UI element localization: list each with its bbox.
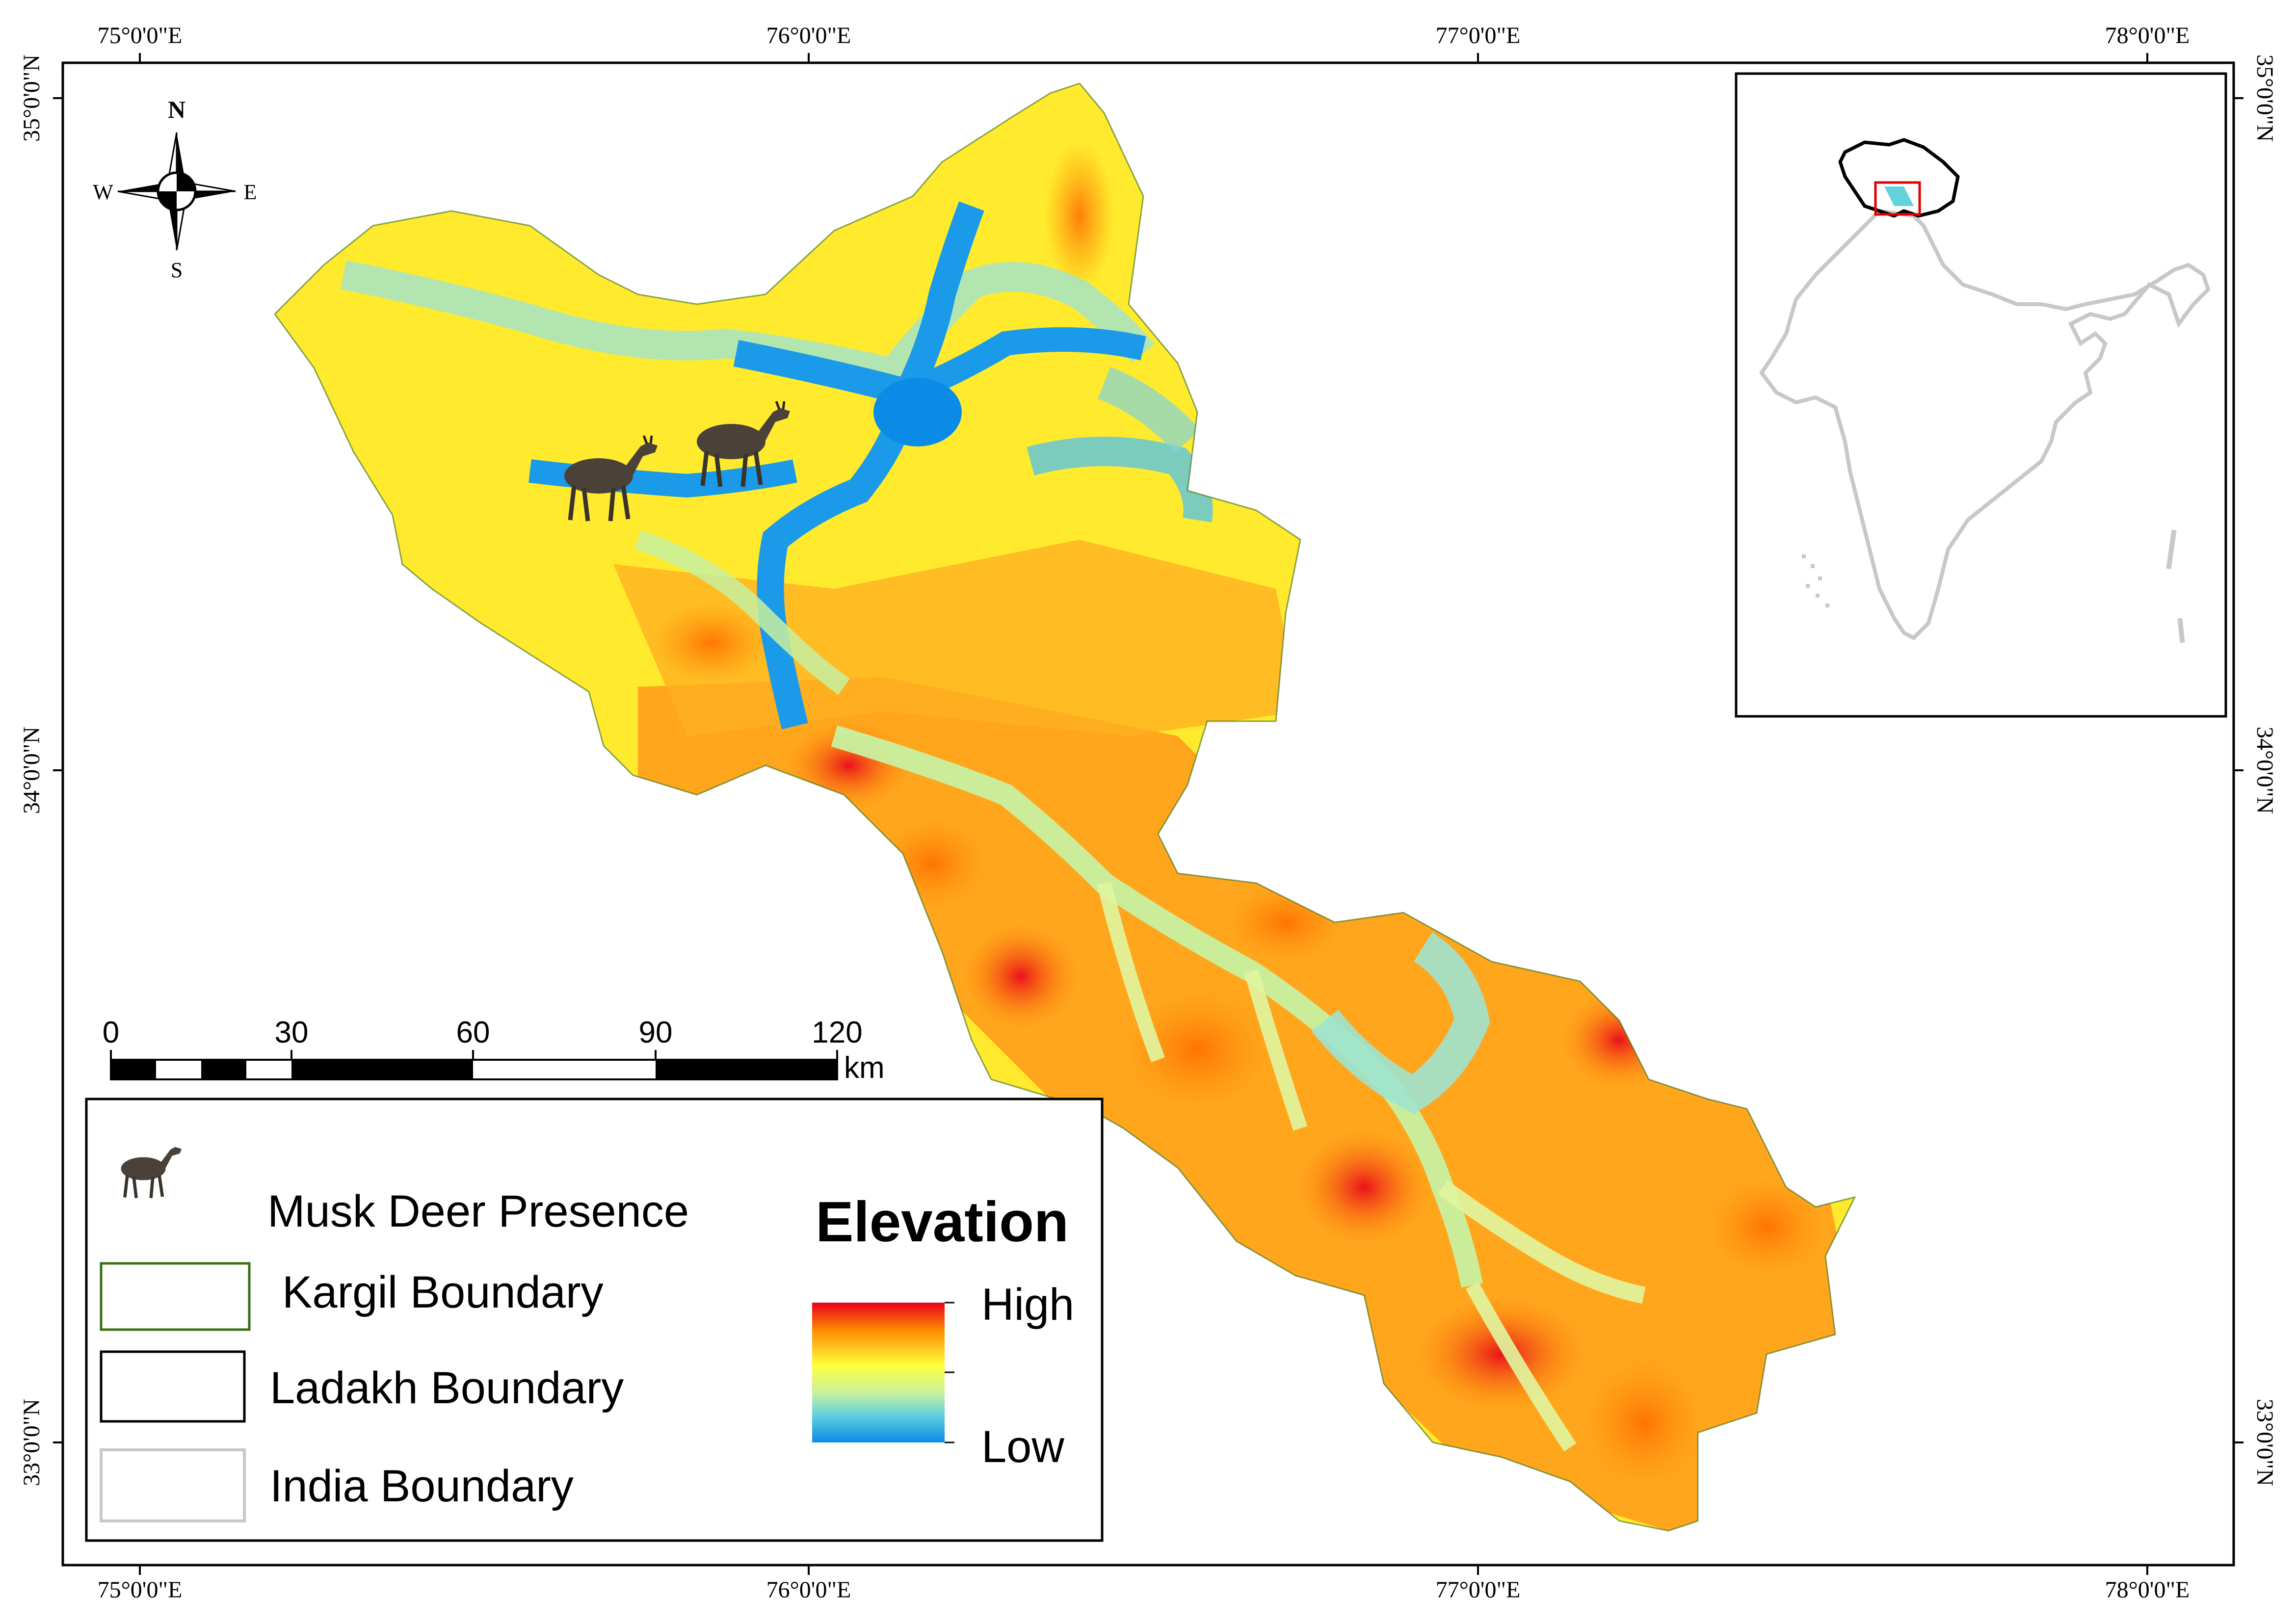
compass-west: W [93,180,113,204]
inset-map [1735,72,2227,718]
compass-south: S [171,258,183,282]
kargil-boundary [274,82,1856,1532]
scale-tick-label: 30 [275,1016,309,1049]
graticule-ticks [53,53,2243,1575]
lon-label-bottom: 77°0'0"E [1436,1577,1521,1603]
inset-frame [1735,72,2227,718]
lat-label-left: 35°0'0"N [19,54,45,142]
legend-musk-deer-label: Musk Deer Presence [267,1186,689,1236]
lon-label-top: 76°0'0"E [766,23,851,49]
lon-label-top: 78°0'0"E [2105,23,2190,49]
inset-extent-box [1874,181,1921,216]
legend-kargil-label: Kargil Boundary [282,1267,604,1317]
scale-tick-label: 120 [812,1016,862,1049]
india-boundary-inset [1759,209,2211,640]
north-arrow-icon: N S E W [93,96,257,282]
compass-north: N [168,96,185,123]
compass-east: E [244,180,257,204]
lat-label-left: 34°0'0"N [19,727,45,814]
legend-low-label: Low [981,1422,1064,1472]
lon-label-bottom: 78°0'0"E [2105,1577,2190,1603]
scale-tick-label: 90 [639,1016,673,1049]
legend-high-label: High [981,1280,1074,1330]
legend-ladakh-label: Ladakh Boundary [270,1363,624,1413]
elevation-color-ramp [812,1303,945,1442]
lon-label-bottom: 76°0'0"E [766,1577,851,1603]
scale-tick-label: 0 [103,1016,119,1049]
lon-label-top: 75°0'0"E [98,23,183,49]
ladakh-boundary-inset [1838,138,1960,218]
legend-india-label: India Boundary [270,1461,574,1511]
graticule-labels: 75°0'0"E 76°0'0"E 77°0'0"E 78°0'0"E 75°0… [19,23,2278,1603]
lat-label-right: 33°0'0"N [2252,1399,2278,1486]
scale-tick-label: 60 [456,1016,490,1049]
ladakh-swatch [100,1350,246,1423]
legend: Musk Deer Presence Kargil Boundary Ladak… [85,1098,1104,1542]
india-swatch [100,1448,246,1522]
scale-unit: km [844,1051,885,1085]
lat-label-right: 34°0'0"N [2252,727,2278,814]
lon-label-bottom: 75°0'0"E [98,1577,183,1603]
scale-bar: 0 30 60 90 120 km [103,1016,885,1085]
lon-label-top: 77°0'0"E [1436,23,1521,49]
kargil-swatch [100,1262,251,1331]
musk-deer-marker [697,401,790,487]
musk-deer-icon [121,1147,182,1199]
lat-label-right: 35°0'0"N [2252,54,2278,142]
legend-elevation-title: Elevation [816,1190,1069,1254]
lat-label-left: 33°0'0"N [19,1399,45,1486]
musk-deer-marker [564,435,658,522]
